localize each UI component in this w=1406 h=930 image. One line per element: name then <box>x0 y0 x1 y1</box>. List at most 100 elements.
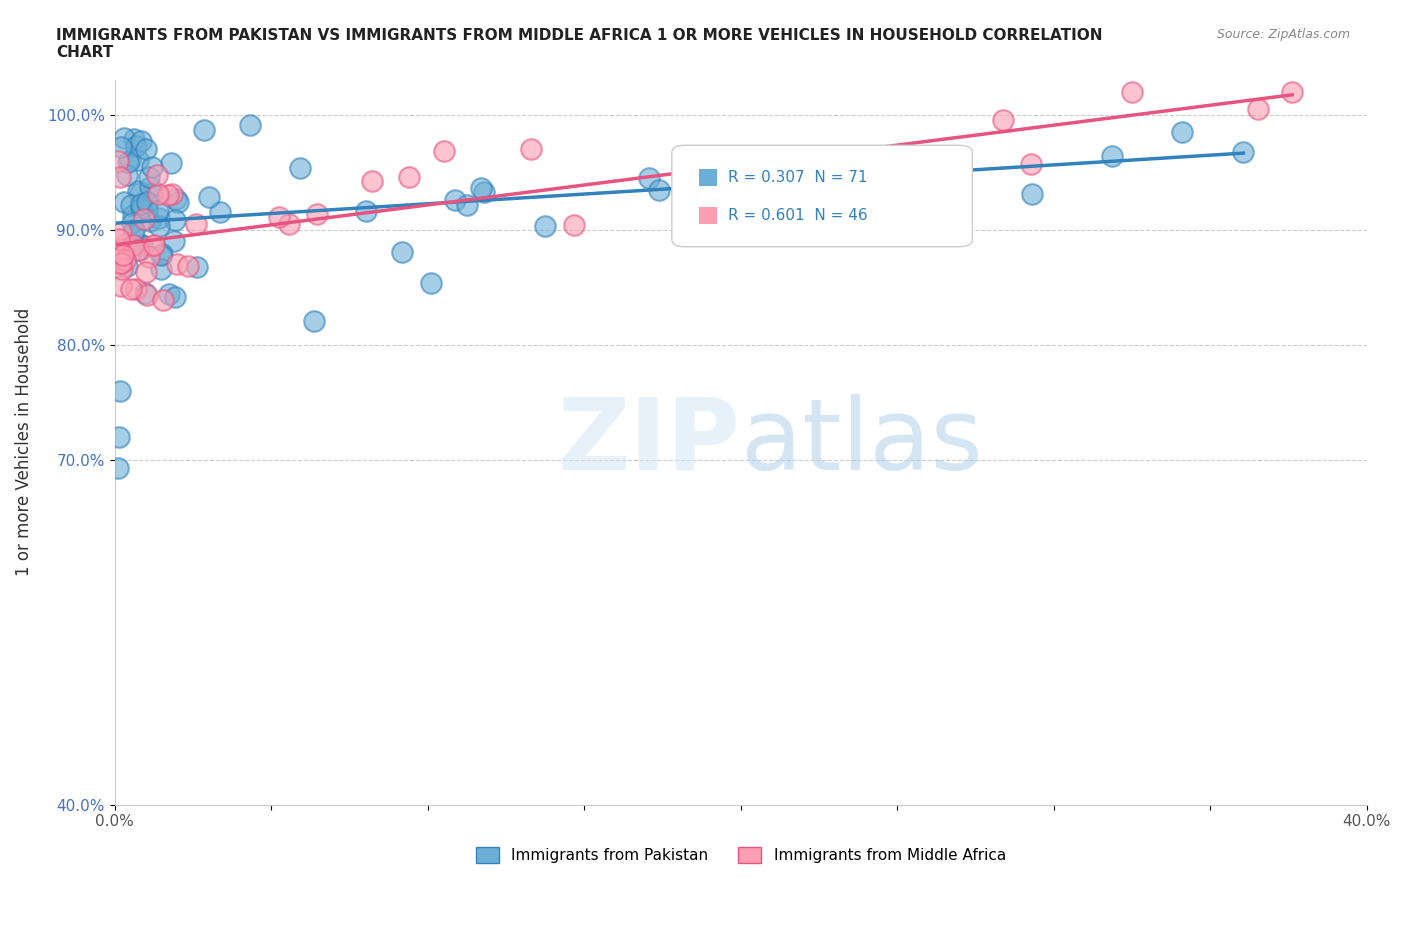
Point <box>160 187 183 202</box>
Point <box>398 169 420 184</box>
Point <box>302 313 325 328</box>
Point <box>131 237 153 252</box>
Point <box>108 169 131 184</box>
Text: R = 0.307  N = 71: R = 0.307 N = 71 <box>728 169 868 184</box>
Point <box>122 207 145 222</box>
Point <box>239 117 262 132</box>
Point <box>146 204 169 219</box>
Point <box>127 243 149 258</box>
Point <box>841 155 863 170</box>
Point <box>648 182 671 197</box>
Point <box>1171 125 1194 140</box>
Point <box>131 238 153 253</box>
Point <box>120 197 142 212</box>
Point <box>110 278 132 293</box>
Point <box>127 184 149 199</box>
Point <box>163 233 186 248</box>
Point <box>176 259 198 273</box>
Point <box>433 143 456 158</box>
Point <box>141 185 163 200</box>
Point <box>139 213 162 228</box>
Point <box>129 185 152 200</box>
Point <box>163 213 186 228</box>
Point <box>562 218 585 232</box>
Point <box>110 257 132 272</box>
Point <box>193 123 215 138</box>
Text: atlas: atlas <box>741 393 983 491</box>
Point <box>305 206 328 221</box>
Point <box>125 139 148 153</box>
Point <box>148 219 170 233</box>
FancyBboxPatch shape <box>699 206 717 224</box>
Point <box>725 167 748 182</box>
Point <box>360 174 382 189</box>
Point <box>150 262 173 277</box>
Point <box>129 134 152 149</box>
Point <box>638 170 661 185</box>
Point <box>107 460 129 475</box>
Point <box>165 192 187 206</box>
Point <box>1246 101 1268 116</box>
Point <box>1101 149 1123 164</box>
Point <box>129 196 152 211</box>
Text: R = 0.601  N = 46: R = 0.601 N = 46 <box>728 207 868 223</box>
Point <box>157 188 180 203</box>
Point <box>110 383 132 398</box>
Point <box>127 153 149 167</box>
Point <box>689 163 711 178</box>
Point <box>124 222 146 237</box>
Point <box>122 238 145 253</box>
Point <box>159 156 181 171</box>
Point <box>186 259 208 274</box>
Point <box>157 287 180 302</box>
Point <box>117 154 139 169</box>
Point <box>132 212 155 227</box>
Point <box>135 287 157 302</box>
Point <box>114 252 136 267</box>
Point <box>1019 156 1042 171</box>
Point <box>121 216 143 231</box>
Point <box>108 232 131 246</box>
Point <box>141 159 163 174</box>
Point <box>991 113 1014 127</box>
Point <box>112 131 135 146</box>
Point <box>456 197 478 212</box>
Point <box>152 293 174 308</box>
Point <box>107 153 129 168</box>
Point <box>121 226 143 241</box>
Y-axis label: 1 or more Vehicles in Household: 1 or more Vehicles in Household <box>15 308 32 577</box>
Point <box>134 286 156 300</box>
Point <box>138 169 160 184</box>
FancyBboxPatch shape <box>672 145 973 246</box>
Point <box>141 238 163 253</box>
Point <box>135 264 157 279</box>
Point <box>138 250 160 265</box>
Point <box>1281 84 1303 99</box>
Point <box>110 140 132 154</box>
Point <box>277 217 299 232</box>
Text: IMMIGRANTS FROM PAKISTAN VS IMMIGRANTS FROM MIDDLE AFRICA 1 OR MORE VEHICLES IN : IMMIGRANTS FROM PAKISTAN VS IMMIGRANTS F… <box>56 28 1102 60</box>
Point <box>111 241 134 256</box>
Point <box>120 153 142 167</box>
Point <box>112 194 135 209</box>
Point <box>149 247 172 262</box>
Point <box>391 245 413 259</box>
Point <box>520 141 543 156</box>
Point <box>1021 187 1043 202</box>
Point <box>474 185 496 200</box>
Point <box>288 161 311 176</box>
Legend: Immigrants from Pakistan, Immigrants from Middle Africa: Immigrants from Pakistan, Immigrants fro… <box>470 841 1012 870</box>
Point <box>150 247 173 262</box>
Point <box>198 189 221 204</box>
Point <box>184 217 207 232</box>
Point <box>707 194 730 209</box>
Point <box>125 282 148 297</box>
Point <box>136 195 159 210</box>
Point <box>114 236 136 251</box>
Point <box>208 205 231 219</box>
Point <box>763 151 786 166</box>
Text: ZIP: ZIP <box>558 393 741 491</box>
Point <box>129 200 152 215</box>
Point <box>165 289 187 304</box>
Point <box>110 224 132 239</box>
